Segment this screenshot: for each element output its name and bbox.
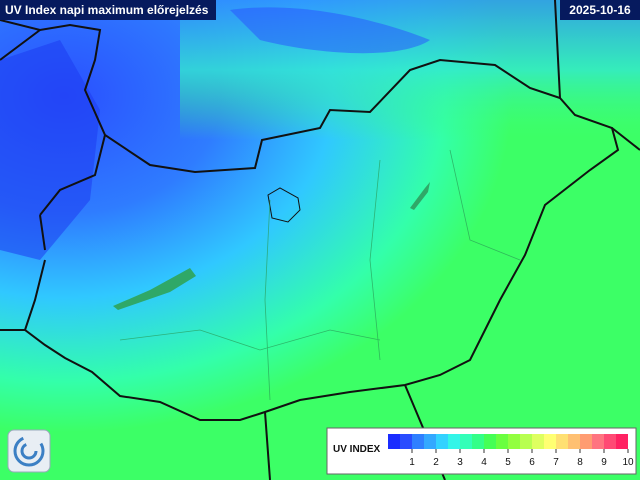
legend: UV INDEX 1 2 3 4 5 6 7 8 9 10	[326, 427, 637, 475]
legend-tick-label: 10	[622, 457, 634, 468]
legend-swatch	[436, 434, 448, 449]
legend-swatch	[424, 434, 436, 449]
legend-swatch	[496, 434, 508, 449]
legend-swatch	[508, 434, 520, 449]
legend-swatch	[448, 434, 460, 449]
legend-swatch	[616, 434, 628, 449]
legend-swatch	[460, 434, 472, 449]
uv-low-zone	[230, 7, 430, 54]
lake-balaton	[113, 268, 196, 310]
title-box	[0, 0, 216, 20]
legend-tick-label: 6	[529, 457, 535, 468]
legend-tick-label: 9	[601, 457, 607, 468]
date-box	[560, 0, 640, 20]
legend-tick-label: 3	[457, 457, 463, 468]
legend-swatch	[568, 434, 580, 449]
legend-swatch	[556, 434, 568, 449]
legend-tick-label: 5	[505, 457, 511, 468]
legend-tick-label: 2	[433, 457, 439, 468]
legend-tick-label: 4	[481, 457, 487, 468]
title: UV Index napi maximum előrejelzés	[5, 3, 209, 17]
logo-mark	[20, 442, 38, 460]
legend-swatch	[604, 434, 616, 449]
legend-swatch	[400, 434, 412, 449]
logo-mark	[13, 435, 45, 467]
legend-tick-label: 1	[409, 457, 415, 468]
uv-low-zone	[0, 40, 100, 260]
legend-swatch	[520, 434, 532, 449]
legend-swatch	[580, 434, 592, 449]
legend-swatch	[484, 434, 496, 449]
border	[0, 19, 620, 421]
date: 2025-10-16	[569, 3, 631, 17]
legend-tick-label: 7	[553, 457, 559, 468]
lake-tisza	[410, 182, 430, 210]
legend-swatch	[544, 434, 556, 449]
legend-title: UV INDEX	[333, 444, 381, 455]
legend-swatch	[592, 434, 604, 449]
legend-swatch	[412, 434, 424, 449]
budapest-boundary	[267, 187, 301, 223]
county-lines	[119, 149, 521, 401]
legend-swatch	[472, 434, 484, 449]
legend-tick-label: 8	[577, 457, 583, 468]
legend-swatch	[532, 434, 544, 449]
legend-swatch	[388, 434, 400, 449]
